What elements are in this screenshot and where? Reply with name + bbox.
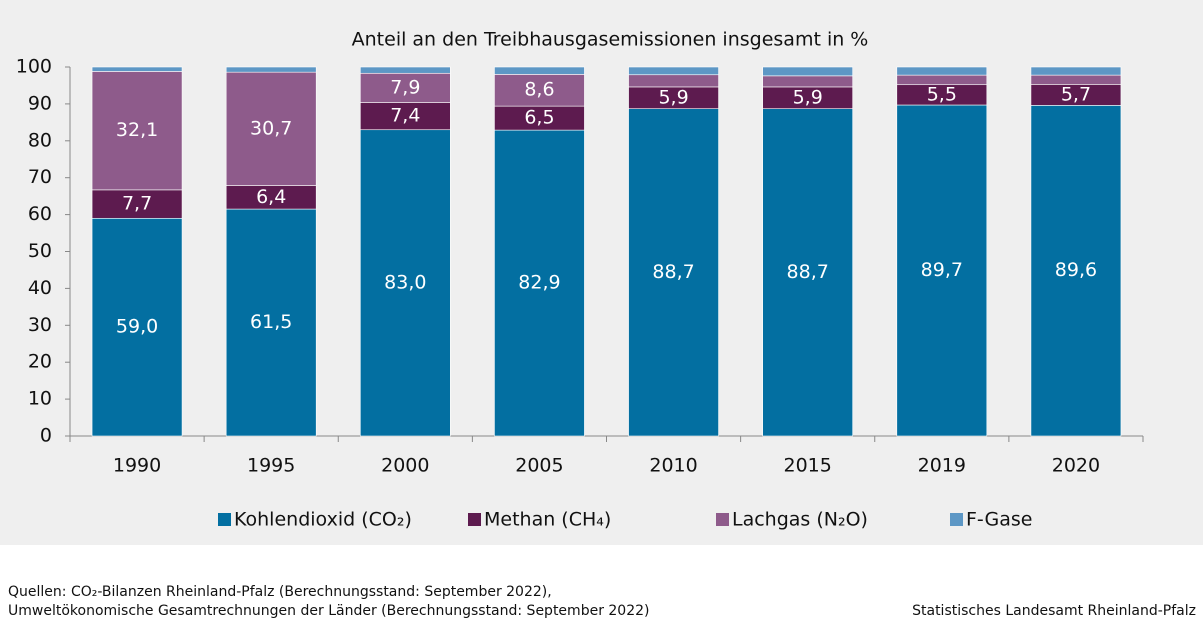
bar-segment — [225, 71, 317, 186]
source-credit: Statistisches Landesamt Rheinland-Pfalz — [912, 603, 1196, 619]
y-tick-label: 50 — [28, 240, 52, 262]
source-note: Umweltökonomische Gesamtrechnungen der L… — [8, 603, 649, 619]
x-tick-label: 2020 — [1052, 455, 1100, 477]
data-label: 5,9 — [658, 86, 688, 108]
bar-segment — [1030, 105, 1122, 437]
bar-segment — [896, 104, 988, 437]
legend-swatch — [716, 513, 729, 526]
y-tick-label: 0 — [40, 425, 52, 447]
data-label: 7,9 — [390, 76, 420, 98]
bar-segment — [1030, 66, 1122, 76]
bar-segment — [494, 74, 585, 107]
data-label: 82,9 — [518, 272, 560, 294]
bar-segment — [360, 102, 451, 131]
x-tick-label: 2000 — [381, 455, 429, 477]
bar-segment — [494, 66, 585, 75]
x-tick-label: 1990 — [113, 455, 161, 477]
legend-label: Methan (CH₄) — [484, 509, 611, 531]
legend-swatch — [950, 513, 963, 526]
x-tick-label: 2015 — [784, 455, 832, 477]
data-label: 59,0 — [116, 316, 158, 338]
data-label: 61,5 — [250, 311, 292, 333]
legend-label: Kohlendioxid (CO₂) — [234, 509, 412, 531]
bar-segment — [360, 66, 451, 74]
bar-segment — [762, 75, 853, 88]
data-label: 30,7 — [250, 117, 292, 139]
data-label: 5,7 — [1061, 83, 1091, 105]
bar-segment — [628, 74, 719, 88]
bar-segment — [896, 66, 988, 76]
y-tick-label: 20 — [28, 351, 52, 373]
data-label: 32,1 — [116, 119, 158, 141]
bar-segment — [91, 189, 183, 219]
bar-segment — [360, 72, 451, 103]
data-label: 6,4 — [256, 186, 286, 208]
bar-segment — [91, 66, 183, 72]
bar-segment — [896, 74, 988, 86]
bar-segment — [91, 71, 183, 191]
y-tick-label: 70 — [28, 166, 52, 188]
data-label: 8,6 — [524, 79, 554, 101]
bar-segment — [628, 108, 719, 437]
bar-segment — [762, 66, 853, 77]
y-tick-label: 60 — [28, 203, 52, 225]
x-tick-label: 1995 — [247, 455, 295, 477]
bar-segment — [494, 129, 585, 437]
bar-segment — [225, 208, 317, 437]
data-label: 5,9 — [793, 86, 823, 108]
bar-segment — [225, 66, 317, 73]
x-tick-label: 2010 — [649, 455, 697, 477]
data-label: 89,7 — [921, 259, 963, 281]
data-label: 83,0 — [384, 271, 426, 293]
x-tick-label: 2019 — [918, 455, 966, 477]
y-tick-label: 80 — [28, 129, 52, 151]
chart-title: Anteil an den Treibhausgasemissionen ins… — [352, 29, 869, 51]
legend-swatch — [468, 513, 481, 526]
y-tick-label: 10 — [28, 388, 52, 410]
data-label: 89,6 — [1055, 259, 1097, 281]
data-label: 88,7 — [787, 261, 829, 283]
legend-label: Lachgas (N₂O) — [732, 509, 868, 531]
bar-segment — [762, 108, 853, 437]
bar-segment — [1030, 74, 1122, 85]
legend-label: F-Gase — [966, 509, 1032, 531]
bar-segment — [360, 129, 451, 437]
data-label: 6,5 — [524, 107, 554, 129]
data-label: 7,4 — [390, 105, 420, 127]
x-tick-label: 2005 — [515, 455, 563, 477]
y-tick-label: 40 — [28, 277, 52, 299]
data-label: 5,5 — [927, 83, 957, 105]
legend-swatch — [218, 513, 231, 526]
y-tick-label: 90 — [28, 92, 52, 114]
source-note: Quellen: CO₂-Bilanzen Rheinland-Pfalz (B… — [8, 584, 552, 600]
data-label: 7,7 — [122, 193, 152, 215]
chart-background — [0, 0, 1203, 545]
data-label: 88,7 — [652, 261, 694, 283]
y-tick-label: 100 — [16, 56, 52, 78]
bar-segment — [628, 66, 719, 76]
y-tick-label: 30 — [28, 314, 52, 336]
